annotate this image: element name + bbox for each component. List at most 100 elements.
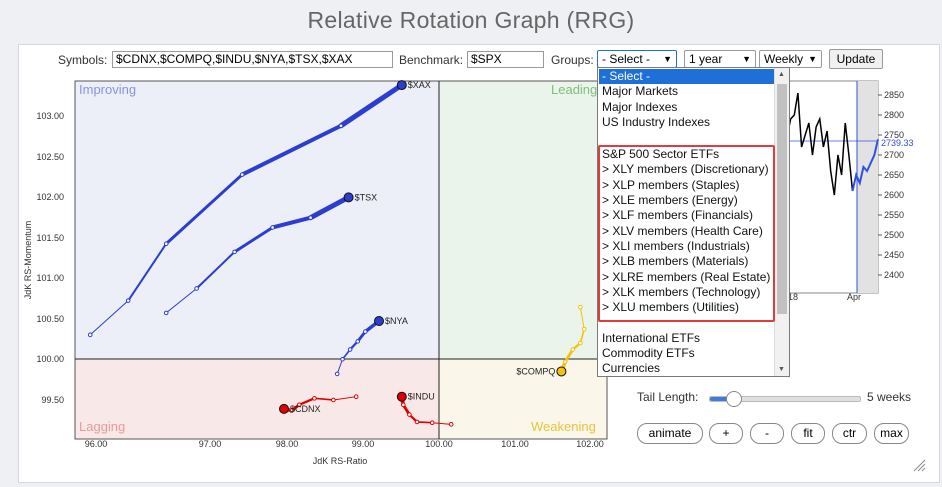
resize-handle-icon[interactable] [912, 458, 926, 472]
y-tick: 101.50 [36, 233, 64, 243]
series-point-cdnx [312, 396, 317, 401]
y-tick: 99.50 [41, 395, 64, 405]
groups-dropdown-list[interactable]: - Select - Major Markets Major Indexes U… [597, 67, 790, 377]
center-button[interactable]: ctr [832, 423, 867, 444]
tail-segment-tsx [308, 194, 352, 221]
series-head-nya [374, 316, 384, 327]
series-label-xax: $XAX [408, 80, 431, 90]
tail-segment-cdnx [332, 396, 357, 401]
tail-segment-xax [164, 173, 244, 246]
dropdown-item-major-markets[interactable]: Major Markets [602, 84, 679, 98]
dropdown-item-xlk[interactable]: > XLK members (Technology) [602, 285, 761, 299]
rrg-series-layer: $XAX $TSX $NYA $CDNX $INDU $COMPQ [87, 80, 587, 427]
series-point-nya [355, 339, 361, 344]
dropdown-item-xlp[interactable]: > XLP members (Staples) [602, 178, 740, 192]
groups-label: Groups: [551, 53, 594, 67]
dropdown-item-major-indexes[interactable]: Major Indexes [602, 100, 678, 114]
series-point-compq [578, 304, 583, 310]
period-select-value: 1 year [689, 52, 723, 66]
groups-select-value: - Select - [602, 52, 651, 66]
y-tick: 103.00 [36, 111, 64, 121]
tail-segment-tsx [165, 287, 198, 314]
y-tick: 102.50 [36, 152, 64, 162]
series-label-cdnx: $CDNX [290, 404, 321, 414]
dropdown-item-xli[interactable]: > XLI members (Industrials) [602, 239, 750, 253]
dropdown-item-select[interactable]: - Select - [599, 69, 774, 84]
improving-quadrant [75, 81, 439, 359]
zoom-out-button[interactable]: - [750, 423, 784, 444]
series-point-nya [334, 371, 340, 377]
series-point-tsx [232, 249, 237, 255]
frequency-select[interactable]: Weekly ▼ [759, 50, 822, 68]
series-point-nya [363, 329, 368, 334]
scroll-up-icon[interactable]: ▲ [778, 71, 785, 78]
series-head-indu [396, 391, 407, 402]
series-point-tsx [270, 225, 275, 230]
tail-segment-tsx [270, 215, 313, 230]
scrollbar-thumb[interactable] [777, 84, 787, 314]
series-point-tsx [163, 310, 169, 316]
weakening-quadrant [439, 359, 607, 439]
series-label-indu: $INDU [408, 392, 435, 402]
leading-quadrant [439, 81, 607, 359]
dropdown-item-xlb[interactable]: > XLB members (Materials) [602, 254, 749, 268]
dropdown-item-xlre[interactable]: > XLRE members (Real Estate) [602, 270, 771, 284]
series-head-tsx [343, 192, 354, 203]
tail-length-label: Tail Length: [637, 390, 699, 404]
x-axis-label: JdK RS-Ratio [313, 456, 368, 466]
dropdown-item-xly[interactable]: > XLY members (Discretionary) [602, 162, 769, 176]
slider-fill [710, 397, 733, 401]
tail-segment-nya [336, 358, 344, 375]
frequency-select-value: Weekly [764, 52, 804, 66]
x-tick: 98.00 [276, 439, 299, 449]
dropdown-item-xlv[interactable]: > XLV members (Health Care) [602, 224, 763, 238]
dropdown-scrollbar[interactable]: ▲ ▼ [774, 68, 789, 376]
series-point-compq [570, 347, 576, 352]
max-button[interactable]: max [874, 423, 909, 444]
series-point-indu [429, 420, 435, 426]
series-point-tsx [194, 286, 199, 291]
symbols-label: Symbols: [58, 53, 108, 67]
dropdown-item-us-industry-indexes[interactable]: US Industry Indexes [602, 115, 711, 129]
series-point-indu [401, 402, 406, 408]
dropdown-item-xlf[interactable]: > XLF members (Financials) [602, 208, 754, 222]
leading-label: Leading [551, 82, 597, 97]
dropdown-item-sp500-sector-etfs[interactable]: S&P 500 Sector ETFs [602, 147, 720, 161]
tail-segment-compq [563, 348, 575, 364]
benchmark-label: Benchmark: [399, 53, 464, 67]
weakening-label: Weakening [531, 419, 596, 434]
dropdown-item-commodity-etfs[interactable]: Commodity ETFs [602, 346, 695, 360]
highlight-box [598, 145, 775, 322]
symbols-input[interactable]: $CDNX,$COMPQ,$INDU,$NYA,$TSX,$XAX [112, 51, 393, 68]
scroll-down-icon[interactable]: ▼ [778, 366, 785, 373]
page-title: Relative Rotation Graph (RRG) [307, 7, 635, 33]
series-point-compq [578, 340, 583, 346]
zoom-in-button[interactable]: + [709, 423, 743, 444]
x-tick: 99.00 [352, 439, 375, 449]
y-tick: 102.00 [36, 192, 64, 202]
slider-handle[interactable] [725, 391, 742, 407]
dropdown-item-international-etfs[interactable]: International ETFs [602, 331, 701, 345]
dropdown-item-xle[interactable]: > XLE members (Energy) [602, 193, 738, 207]
dropdown-item-xlu[interactable]: > XLU members (Utilities) [602, 300, 740, 314]
series-point-cdnx [331, 397, 336, 403]
benchmark-input[interactable]: $SPX [467, 51, 544, 68]
tail-segment-cdnx [298, 397, 316, 406]
animate-button[interactable]: animate [637, 423, 703, 444]
tail-segment-xax [89, 300, 129, 336]
x-tick: 97.00 [199, 439, 222, 449]
tail-segment-compq [579, 306, 585, 330]
tail-segment-xax [338, 82, 405, 129]
chevron-down-icon: ▼ [808, 54, 817, 64]
fit-button[interactable]: fit [791, 423, 825, 444]
series-point-compq [581, 326, 587, 332]
series-head-compq [556, 366, 567, 377]
series-point-indu [414, 419, 420, 425]
update-button[interactable]: Update [829, 49, 883, 69]
tail-length-slider[interactable] [709, 391, 861, 407]
period-select[interactable]: 1 year ▼ [684, 50, 756, 68]
series-point-nya [347, 347, 353, 352]
dropdown-item-currencies[interactable]: Currencies [602, 361, 661, 375]
improving-label: Improving [79, 82, 136, 97]
